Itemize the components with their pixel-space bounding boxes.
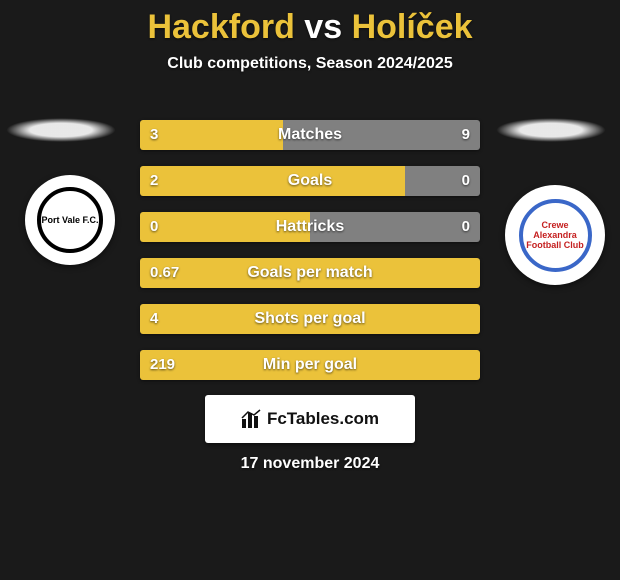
stat-value-left: 4 (150, 304, 158, 334)
stat-bars-area: Matches39Goals20Hattricks00Goals per mat… (140, 120, 480, 396)
comparison-title: Hackford vs Holíček (0, 0, 620, 47)
player-left-shadow (6, 118, 116, 142)
player-right-name: Holíček (352, 8, 473, 46)
stat-row: Goals2 0 (140, 166, 480, 196)
stat-row: Matches3 9 (140, 120, 480, 150)
stat-row: Shots per goal4 (140, 304, 480, 334)
club-crest-right: Crewe Alexandra Football Club (505, 185, 605, 285)
stat-label: Shots per goal (140, 304, 480, 334)
fctables-logo-text: FcTables.com (267, 409, 379, 429)
title-separator: vs (304, 8, 342, 46)
subtitle: Club competitions, Season 2024/2025 (0, 55, 620, 73)
club-crest-right-label: Crewe Alexandra Football Club (519, 199, 592, 272)
stat-label: Goals per match (140, 258, 480, 288)
stat-label: Goals (140, 166, 480, 196)
stat-value-left: 219 (150, 350, 175, 380)
stat-value-left: 0.67 (150, 258, 179, 288)
stat-label: Min per goal (140, 350, 480, 380)
club-crest-left-label: Port Vale F.C. (37, 187, 103, 253)
stat-row: Goals per match0.67 (140, 258, 480, 288)
bars-icon (241, 409, 263, 429)
snapshot-date: 17 november 2024 (0, 455, 620, 473)
player-right-shadow (496, 118, 606, 142)
stat-value-left: 0 (150, 212, 158, 242)
stat-row: Hattricks0 0 (140, 212, 480, 242)
player-left-name: Hackford (147, 8, 294, 46)
stat-value-right: 0 (462, 212, 470, 242)
stat-value-right: 9 (462, 120, 470, 150)
stat-label: Matches (140, 120, 480, 150)
club-crest-left: Port Vale F.C. (25, 175, 115, 265)
stat-value-left: 3 (150, 120, 158, 150)
stat-value-left: 2 (150, 166, 158, 196)
stat-label: Hattricks (140, 212, 480, 242)
fctables-logo: FcTables.com (205, 395, 415, 443)
stat-value-right: 0 (462, 166, 470, 196)
stat-row: Min per goal219 (140, 350, 480, 380)
